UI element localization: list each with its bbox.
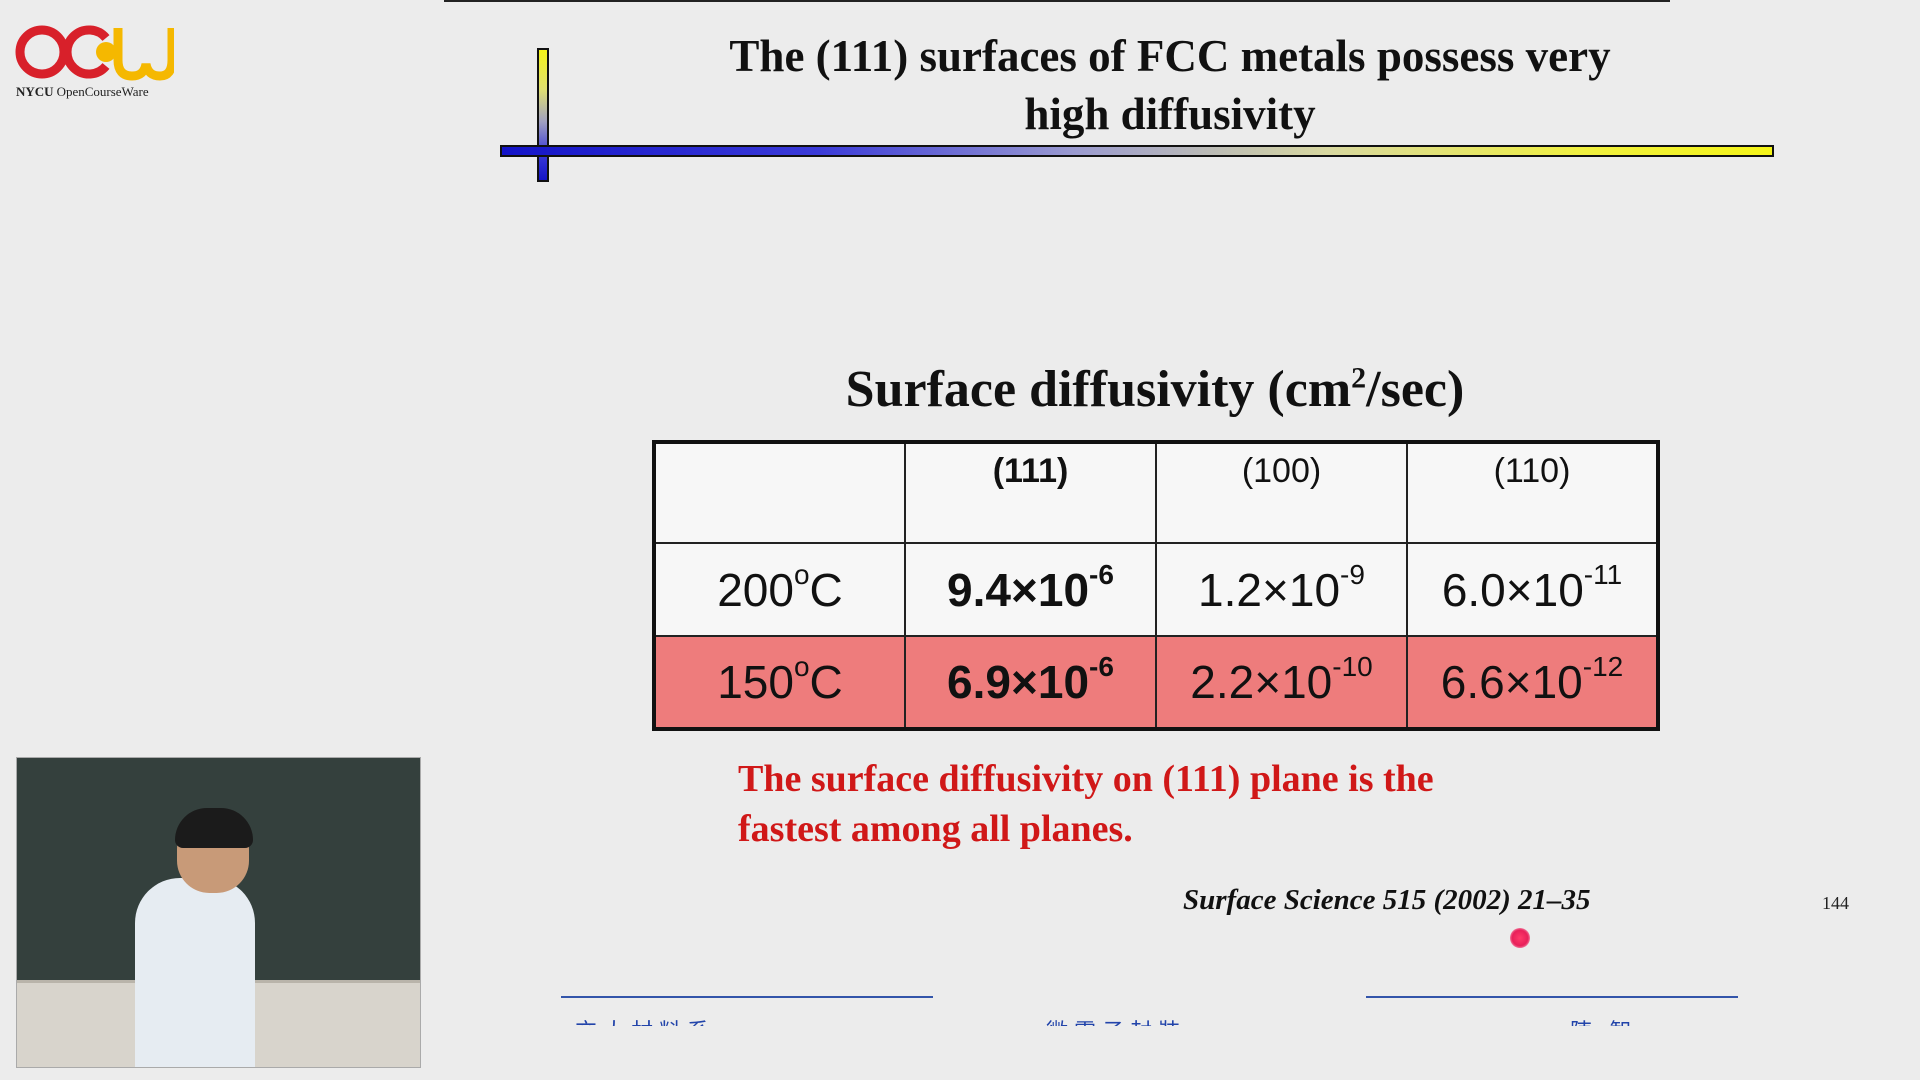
value-cell-111-150c: 6.9×10-6	[904, 635, 1157, 730]
temp-cell-150c: 150oC	[653, 635, 906, 730]
header-cell-empty	[653, 441, 906, 544]
lecturer-body	[135, 878, 255, 1067]
logo-caption: NYCU OpenCourseWare	[16, 84, 149, 99]
laser-pointer-icon	[1510, 928, 1530, 948]
conclusion-line2: fastest among all planes.	[738, 808, 1133, 850]
footer-rule-left	[561, 996, 933, 998]
temp-cell-200c: 200oC	[653, 542, 906, 637]
header-cell-111: (111)	[904, 441, 1157, 544]
footer-rule-right	[1366, 996, 1738, 998]
footer-right: 陳 智	[1570, 1014, 1638, 1026]
title-horizontal-bar	[500, 145, 1774, 157]
value-cell-100-200c: 1.2×10-9	[1155, 542, 1408, 637]
value-cell-111-200c: 9.4×10-6	[904, 542, 1157, 637]
table-row-150c: 150oC 6.9×10-6 2.2×10-10 6.6×10-12	[653, 635, 1659, 730]
lecturer-video-icon	[16, 757, 421, 1068]
lecturer-hair	[175, 808, 253, 848]
title-vertical-bar	[537, 48, 549, 182]
conclusion-line1: The surface diffusivity on (111) plane i…	[738, 758, 1434, 800]
value-cell-110-150c: 6.6×10-12	[1406, 635, 1659, 730]
table-row-200c: 200oC 9.4×10-6 1.2×10-9 6.0×10-11	[653, 542, 1659, 637]
value-cell-110-200c: 6.0×10-11	[1406, 542, 1659, 637]
slide-title-line1: The (111) surfaces of FCC metals possess…	[729, 31, 1611, 81]
top-rule	[444, 0, 1670, 2]
header-cell-110: (110)	[1406, 441, 1659, 544]
ocw-logo	[15, 25, 174, 81]
diffusivity-table: (111) (100) (110) 200oC 9.4×10-6 1.2×10-…	[652, 440, 1660, 731]
table-header-row: (111) (100) (110)	[653, 441, 1659, 544]
citation: Surface Science 515 (2002) 21–35	[1183, 884, 1591, 916]
table-heading: Surface diffusivity (cm2/sec)	[845, 361, 1465, 418]
footer-center: 微電子封裝	[1046, 1014, 1186, 1026]
conclusion-text: The surface diffusivity on (111) plane i…	[738, 754, 1638, 854]
footer-left: 交大材料系	[575, 1014, 715, 1026]
slide-title-line2: high diffusivity	[1024, 89, 1316, 139]
header-cell-100: (100)	[1155, 441, 1408, 544]
page-number: 144	[1822, 893, 1849, 913]
value-cell-100-150c: 2.2×10-10	[1155, 635, 1408, 730]
